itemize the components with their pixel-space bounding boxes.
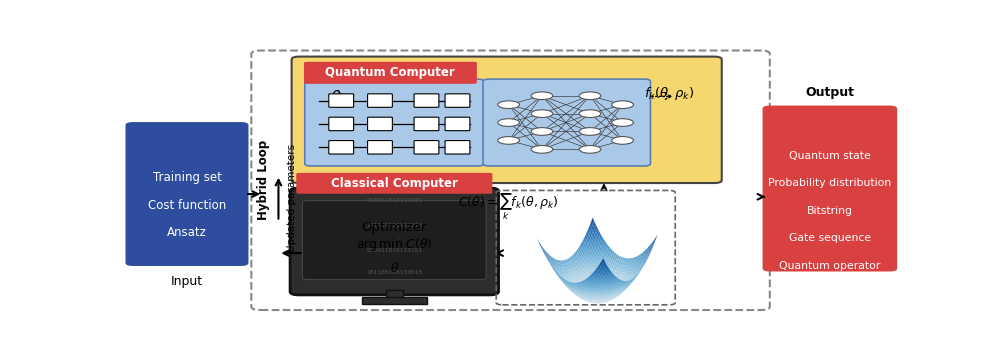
FancyBboxPatch shape: [329, 94, 354, 107]
Circle shape: [612, 101, 633, 109]
FancyBboxPatch shape: [296, 173, 492, 194]
FancyBboxPatch shape: [414, 94, 439, 107]
Text: Cost function: Cost function: [148, 198, 226, 212]
Text: $\rho_k$: $\rho_k$: [330, 89, 349, 105]
Text: Quantum operator: Quantum operator: [779, 261, 881, 271]
Text: 101100100110010: 101100100110010: [366, 223, 422, 228]
FancyBboxPatch shape: [290, 188, 499, 295]
Circle shape: [498, 101, 519, 109]
Circle shape: [498, 119, 519, 126]
Circle shape: [531, 110, 553, 117]
Circle shape: [531, 128, 553, 135]
Circle shape: [612, 137, 633, 144]
Text: Optimizer: Optimizer: [362, 221, 427, 234]
FancyBboxPatch shape: [483, 79, 650, 166]
Text: Ansatz: Ansatz: [167, 226, 207, 239]
Text: $\theta$: $\theta$: [390, 261, 399, 275]
FancyBboxPatch shape: [368, 117, 392, 131]
FancyBboxPatch shape: [304, 62, 477, 84]
FancyBboxPatch shape: [292, 56, 722, 183]
Text: 010011010110101: 010011010110101: [366, 248, 422, 253]
Bar: [362, 297, 427, 304]
Text: $C(\theta) = \sum_k f_k(\theta, \rho_k)$: $C(\theta) = \sum_k f_k(\theta, \rho_k)$: [458, 191, 559, 222]
Circle shape: [531, 146, 553, 153]
Text: $f_k(\theta, \rho_k)$: $f_k(\theta, \rho_k)$: [644, 85, 695, 102]
Text: Quantum state: Quantum state: [789, 151, 871, 161]
FancyBboxPatch shape: [414, 117, 439, 131]
Text: Output: Output: [805, 86, 854, 99]
Circle shape: [579, 110, 601, 117]
Text: Input: Input: [171, 276, 203, 288]
FancyBboxPatch shape: [445, 141, 470, 154]
FancyBboxPatch shape: [414, 141, 439, 154]
Text: $\mathrm{arg\,min}\; C(\theta)$: $\mathrm{arg\,min}\; C(\theta)$: [356, 236, 433, 253]
FancyBboxPatch shape: [329, 141, 354, 154]
Text: Probability distribution: Probability distribution: [768, 178, 891, 188]
Text: 010011010110101: 010011010110101: [366, 198, 422, 203]
Circle shape: [498, 137, 519, 144]
FancyBboxPatch shape: [445, 94, 470, 107]
Bar: [386, 290, 403, 298]
FancyBboxPatch shape: [305, 79, 484, 166]
Circle shape: [579, 92, 601, 100]
Text: Training set: Training set: [153, 171, 221, 184]
Circle shape: [579, 146, 601, 153]
Text: Bitstring: Bitstring: [807, 206, 853, 216]
Text: Hybrid Loop: Hybrid Loop: [257, 140, 270, 220]
FancyBboxPatch shape: [329, 117, 354, 131]
Text: Updated parameters: Updated parameters: [287, 144, 297, 252]
FancyBboxPatch shape: [445, 117, 470, 131]
Text: Gate sequence: Gate sequence: [789, 233, 871, 243]
Text: 101100100110010: 101100100110010: [366, 270, 422, 275]
Text: Classical Computer: Classical Computer: [331, 177, 458, 190]
Text: Quantum Computer: Quantum Computer: [325, 66, 455, 79]
FancyBboxPatch shape: [302, 201, 486, 280]
Circle shape: [612, 119, 633, 126]
FancyBboxPatch shape: [764, 107, 896, 271]
FancyBboxPatch shape: [368, 94, 392, 107]
Circle shape: [579, 128, 601, 135]
Circle shape: [531, 92, 553, 100]
FancyBboxPatch shape: [368, 141, 392, 154]
FancyBboxPatch shape: [127, 123, 247, 265]
